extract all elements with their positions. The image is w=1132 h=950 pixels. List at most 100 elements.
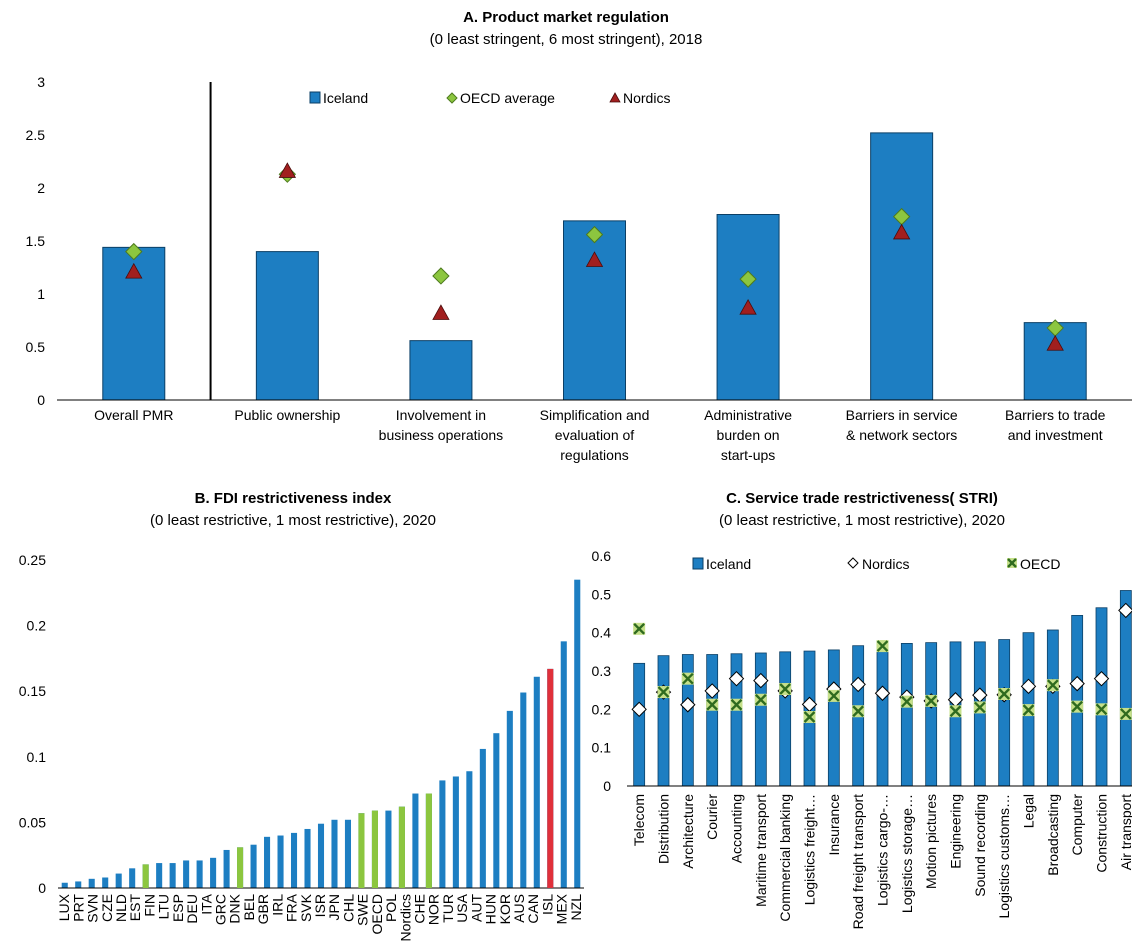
panel-c-iceland-bar — [876, 643, 889, 787]
panel-a-nordics-triangle — [432, 304, 450, 320]
panel-c-ytick-label: 0.1 — [592, 740, 612, 756]
panel-b-nordic-bar — [358, 813, 365, 888]
panel-c-iceland-bar — [633, 662, 646, 787]
panel-b-category-label: POL — [383, 894, 399, 922]
panel-b-nordic-bar — [237, 847, 244, 888]
panel-c-iceland-bar — [657, 655, 670, 787]
legend-iceland-swatch — [309, 91, 321, 104]
panel-b-category-label: GBR — [255, 894, 271, 924]
panel-b-bar — [156, 863, 163, 888]
panel-c-category-label: Logistics freight… — [802, 794, 818, 905]
panel-a-nordics-triangle — [1046, 334, 1064, 351]
panel-a-category-label: Simplification and — [540, 407, 650, 423]
panel-a-nordics-triangle — [739, 298, 757, 315]
panel-c-oecd-cross — [1095, 703, 1108, 716]
panel-c-ytick-label: 0 — [603, 778, 611, 794]
panel-c-nordics-diamond — [1020, 678, 1037, 695]
panel-b-bar — [264, 836, 271, 888]
panel-b-category-label: KOR — [497, 894, 513, 924]
panel-b-category-label: SWE — [355, 894, 371, 926]
panel-b-category-label: PRT — [70, 894, 86, 922]
panel-a-category-label: Overall PMR — [94, 407, 173, 423]
panel-b-bar — [210, 857, 217, 888]
panel-b-bar — [506, 710, 513, 888]
panel-b-bar — [223, 849, 230, 888]
panel-c-nordics-diamond — [1093, 670, 1110, 687]
panel-a-iceland-bar — [255, 251, 319, 401]
panel-b-category-label: SVK — [298, 893, 314, 922]
legend-nordics-swatch — [609, 92, 621, 103]
panel-c-oecd-cross — [925, 694, 938, 707]
panel-b-category-label: ITA — [198, 893, 214, 914]
legend-c-iceland-swatch — [692, 557, 704, 570]
panel-b-category-label: HUN — [483, 894, 499, 924]
panel-b-bar — [75, 881, 82, 888]
panel-b-category-label: EST — [127, 894, 143, 922]
panel-c-oecd-cross — [973, 701, 986, 714]
panel-b-category-label: NOR — [426, 894, 442, 925]
panel-a-nordics-triangle — [278, 162, 297, 178]
panel-b-nordic-bar — [371, 810, 378, 888]
panel-c-iceland-bar — [706, 654, 719, 787]
panel-b-bar — [439, 780, 446, 888]
panel-a-category-label: business operations — [379, 427, 504, 443]
panel-c-category-label: Accounting — [729, 794, 745, 863]
panel-b-category-label: LTU — [156, 894, 172, 919]
panel-b-category-label: ISR — [312, 894, 328, 917]
panel-b-ytick-label: 0.1 — [27, 749, 47, 765]
panel-b-bar — [102, 877, 109, 888]
panel-c-category-label: Sound recording — [972, 794, 988, 897]
panel-a-category-label: & network sectors — [846, 427, 957, 443]
panel-c-oecd-cross — [754, 693, 767, 706]
panel-b-category-label: DEU — [184, 894, 200, 924]
panel-c-category-label: Distribution — [656, 794, 672, 864]
panel-b-bar — [61, 882, 68, 888]
panel-a-ytick-label: 1 — [37, 286, 45, 302]
panel-c-category-label: Insurance — [826, 794, 842, 856]
panel-a-iceland-bar — [563, 220, 626, 401]
panel-b-bar — [479, 748, 486, 888]
panel-c-subtitle: (0 least restrictive, 1 most restrictive… — [719, 512, 1005, 529]
panel-c-nordics-diamond — [704, 683, 720, 699]
panel-b-category-label: SVN — [85, 894, 101, 923]
panel-c-oecd-cross — [900, 695, 913, 708]
panel-a-category-label: evaluation of — [555, 427, 635, 443]
panel-c-ytick-label: 0.6 — [592, 548, 612, 564]
panel-b-bar — [277, 835, 284, 888]
panel-c-category-label: Commercial banking — [777, 794, 793, 922]
panel-b-nordic-bar — [398, 806, 405, 888]
legend-c-nordics-swatch — [847, 557, 859, 569]
panel-b-category-label: AUS — [511, 894, 527, 923]
panel-b-bar — [196, 860, 203, 888]
panel-a-nordics-triangle — [892, 223, 911, 240]
panel-b-bar — [250, 844, 257, 888]
panel-c-oecd-cross — [998, 688, 1011, 700]
panel-b-bar — [466, 771, 473, 888]
panel-b-nordic-bar — [425, 793, 432, 888]
panel-c-iceland-bar — [779, 651, 792, 787]
panel-b-category-label: CHL — [340, 894, 356, 922]
panel-c-plot: 0 0.1 0.2 0.3 0.4 0.5 0.6 Telecom Distribution Ar… — [592, 548, 1132, 929]
panel-c-ytick-label: 0.3 — [592, 663, 612, 679]
panel-b-category-label: Nordics — [397, 894, 413, 941]
panel-c-oecd-cross — [633, 622, 646, 635]
panel-b-bar — [88, 878, 95, 888]
panel-c-category-label: Logistics storage… — [899, 794, 915, 913]
panel-c-ytick-label: 0.5 — [592, 586, 612, 602]
legend-c-oecd-label: OECD — [1020, 556, 1060, 572]
panel-c-nordics-diamond — [728, 670, 745, 687]
panel-c-iceland-bar — [1119, 590, 1132, 787]
panel-b-category-label: JPN — [326, 894, 342, 920]
panel-b-bar — [452, 776, 459, 888]
panel-a-ytick-label: 2.5 — [26, 127, 46, 143]
panel-a-category-label: Barriers in service — [846, 407, 958, 423]
panel-a-ytick-label: 3 — [37, 74, 45, 90]
panel-b-ytick-label: 0.2 — [27, 618, 47, 634]
panel-a-category-label: Involvement in — [396, 407, 486, 423]
panel-c-oecd-cross — [657, 686, 670, 699]
panel-a-legend: Iceland OECD average Nordics — [309, 90, 670, 106]
panel-c-ytick-label: 0.4 — [592, 625, 612, 641]
panel-c-iceland-bar — [998, 639, 1011, 787]
panel-c-category-label: Engineering — [948, 794, 964, 869]
